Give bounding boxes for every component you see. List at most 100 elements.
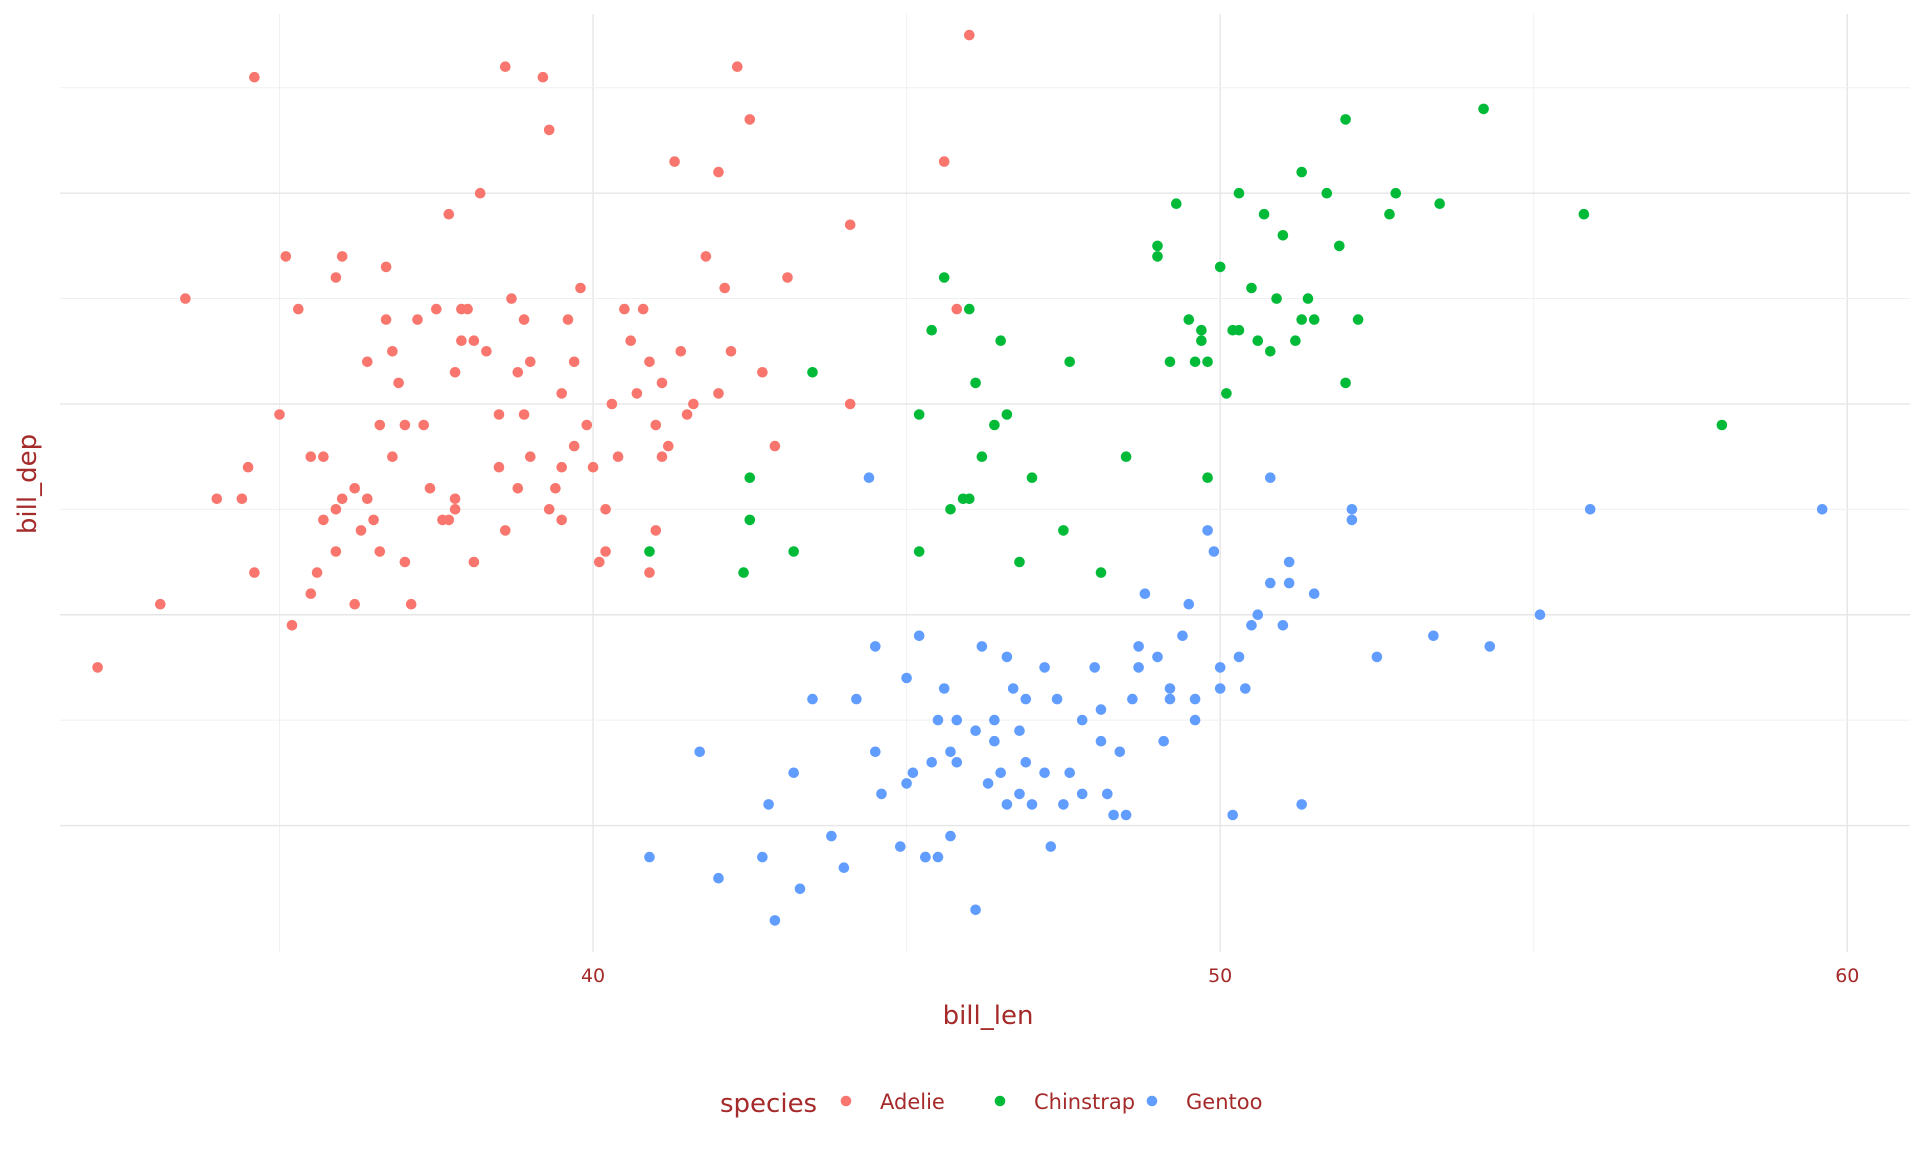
data-point-adelie: [293, 303, 304, 315]
data-point-gentoo: [1152, 651, 1163, 663]
data-point-gentoo: [1076, 788, 1088, 800]
data-point-gentoo: [1164, 683, 1176, 694]
data-point-adelie: [650, 419, 662, 431]
data-point-gentoo: [1189, 693, 1201, 705]
data-point-adelie: [180, 293, 191, 304]
data-point-gentoo: [863, 472, 875, 484]
data-point-adelie: [274, 409, 285, 420]
data-point-gentoo: [951, 757, 963, 768]
data-point-chinstrap: [1164, 356, 1176, 368]
data-point-gentoo: [1095, 704, 1107, 715]
data-point-adelie: [844, 398, 856, 410]
data-point-adelie: [700, 251, 712, 262]
data-point-gentoo: [951, 714, 963, 726]
data-point-gentoo: [1127, 693, 1138, 705]
x-tick-label: 50: [1208, 965, 1232, 987]
data-point-gentoo: [1283, 556, 1295, 568]
data-point-gentoo: [794, 883, 806, 895]
data-point-gentoo: [1265, 472, 1276, 484]
data-point-adelie: [318, 514, 329, 526]
data-point-adelie: [318, 451, 329, 463]
data-point-adelie: [474, 187, 486, 199]
legend-key-chinstrap: [994, 1095, 1006, 1107]
data-point-gentoo: [1202, 525, 1213, 536]
data-point-gentoo: [920, 851, 931, 863]
data-point-chinstrap: [1340, 114, 1351, 125]
data-point-adelie: [938, 156, 950, 167]
data-point-adelie: [675, 346, 687, 357]
y-axis-title: bill_dep: [13, 434, 43, 534]
x-axis-title: bill_len: [943, 1001, 1034, 1031]
data-point-gentoo: [1076, 714, 1088, 726]
data-point-gentoo: [1227, 809, 1238, 821]
data-point-chinstrap: [1478, 103, 1489, 115]
data-point-gentoo: [876, 788, 887, 800]
data-point-gentoo: [1158, 735, 1169, 747]
data-point-adelie: [769, 440, 781, 452]
data-point-chinstrap: [1340, 377, 1351, 389]
data-point-adelie: [537, 71, 549, 83]
data-point-chinstrap: [1196, 324, 1207, 336]
data-point-gentoo: [1108, 809, 1119, 821]
data-point-adelie: [305, 451, 317, 463]
x-tick-labels: 40 50 60: [581, 965, 1859, 987]
data-point-chinstrap: [970, 377, 981, 389]
data-point-gentoo: [989, 735, 1000, 747]
data-point-adelie: [456, 335, 467, 347]
data-point-gentoo: [1114, 746, 1126, 758]
data-point-adelie: [644, 567, 655, 578]
data-point-gentoo: [1816, 504, 1828, 515]
data-point-chinstrap: [1001, 409, 1013, 420]
data-point-adelie: [713, 166, 724, 178]
data-point-gentoo: [1177, 630, 1188, 642]
data-point-chinstrap: [1390, 187, 1402, 199]
data-point-adelie: [518, 314, 530, 325]
data-point-chinstrap: [788, 546, 799, 557]
data-point-chinstrap: [1716, 419, 1728, 431]
data-point-adelie: [556, 388, 567, 399]
data-point-chinstrap: [1152, 251, 1163, 262]
data-point-adelie: [512, 367, 524, 378]
data-point-adelie: [637, 303, 649, 315]
data-point-chinstrap: [1014, 556, 1025, 568]
data-point-gentoo: [1058, 799, 1069, 810]
data-point-adelie: [468, 556, 480, 568]
data-point-adelie: [387, 346, 398, 357]
data-point-chinstrap: [1064, 356, 1075, 368]
data-point-adelie: [374, 546, 386, 557]
data-point-gentoo: [1346, 504, 1358, 515]
data-point-adelie: [556, 514, 567, 526]
data-point-adelie: [619, 303, 630, 315]
data-point-adelie: [581, 419, 593, 431]
data-point-adelie: [362, 356, 373, 368]
data-point-adelie: [663, 440, 674, 452]
data-point-chinstrap: [926, 324, 937, 336]
data-point-adelie: [349, 598, 361, 610]
data-point-adelie: [543, 504, 555, 515]
data-point-chinstrap: [1384, 208, 1395, 220]
data-point-gentoo: [926, 757, 937, 768]
data-point-adelie: [594, 556, 605, 568]
data-point-gentoo: [1089, 662, 1100, 673]
data-point-adelie: [575, 282, 586, 294]
data-point-adelie: [556, 461, 567, 473]
data-point-adelie: [518, 409, 530, 420]
data-point-chinstrap: [913, 546, 925, 557]
data-point-adelie: [449, 367, 461, 378]
data-point-gentoo: [1265, 577, 1276, 589]
data-point-gentoo: [1020, 757, 1032, 768]
data-point-chinstrap: [964, 493, 975, 505]
legend-label-chinstrap: Chinstrap: [1034, 1090, 1135, 1114]
data-point-gentoo: [713, 872, 724, 884]
data-point-gentoo: [1051, 693, 1063, 705]
data-point-chinstrap: [1196, 335, 1207, 347]
data-point-adelie: [550, 483, 561, 494]
data-point-gentoo: [1346, 514, 1358, 526]
data-point-adelie: [355, 525, 367, 536]
x-tick-label: 60: [1835, 965, 1859, 987]
data-point-adelie: [656, 377, 668, 389]
data-point-chinstrap: [913, 409, 925, 420]
data-point-gentoo: [826, 830, 837, 842]
data-point-adelie: [713, 388, 724, 399]
data-point-adelie: [525, 356, 536, 368]
